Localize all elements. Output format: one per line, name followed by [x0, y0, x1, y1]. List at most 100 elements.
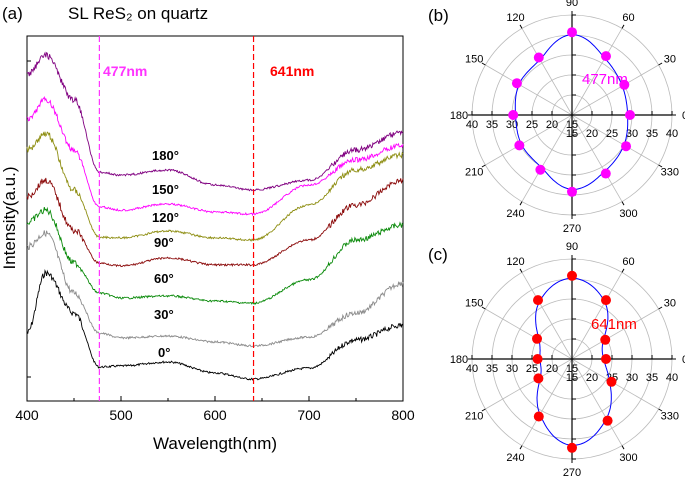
angle-spoke	[485, 308, 573, 360]
data-point-330	[606, 376, 617, 387]
r-tick-label: 35	[486, 363, 498, 375]
data-point-90	[567, 27, 577, 38]
angle-label: 30	[664, 298, 676, 310]
angle-label: 240	[506, 452, 524, 464]
data-point-30	[619, 79, 630, 90]
angle-spoke	[571, 114, 659, 166]
polar-annotation-477nm: 477nm	[582, 71, 628, 88]
angle-spoke	[571, 308, 659, 360]
angle-tick	[519, 201, 523, 206]
r-tick-label: 25	[526, 119, 538, 131]
x-axis-label: Wavelength(nm)	[153, 434, 277, 453]
angle-tick	[658, 306, 663, 310]
label-0deg: 0°	[158, 345, 170, 360]
r-tick-label: 40	[466, 119, 478, 131]
data-point-120	[533, 52, 544, 63]
angle-label: 120	[506, 12, 524, 24]
polar-annotation-641nm: 641nm	[591, 316, 637, 333]
angle-tick	[481, 62, 486, 66]
angle-spoke	[485, 64, 573, 116]
angle-label: 60	[622, 256, 634, 268]
r-tick-label: 20	[546, 363, 558, 375]
series-line-4	[26, 131, 404, 242]
angle-label: 240	[506, 208, 524, 220]
r-tick-label: 15	[566, 372, 578, 384]
annotation-641nm: 641nm	[270, 63, 314, 79]
r-tick-label: 15	[566, 119, 578, 131]
series-line-1	[26, 230, 404, 348]
angle-label: 90	[566, 241, 578, 253]
label-60deg: 60°	[154, 271, 174, 286]
r-tick-label: 25	[606, 128, 618, 140]
angle-label: 300	[619, 452, 637, 464]
data-point-180	[532, 354, 543, 364]
angle-spoke	[485, 114, 573, 166]
angle-tick	[621, 24, 625, 29]
r-tick-label: 35	[486, 119, 498, 131]
label-180deg: 180°	[152, 148, 179, 163]
angle-label: 0	[682, 110, 685, 122]
series-line-6	[26, 51, 404, 192]
angle-label: 330	[661, 167, 679, 179]
r-tick-label: 40	[666, 128, 678, 140]
data-point-150	[532, 333, 543, 344]
r-tick-label: 20	[546, 119, 558, 131]
angle-tick	[481, 408, 486, 412]
angle-label: 180	[450, 110, 468, 122]
x-tick-label: 400	[15, 407, 39, 423]
angle-tick	[481, 164, 486, 168]
label-90deg: 90°	[154, 235, 174, 250]
x-ticks: 400 500 600 700 800	[15, 60, 415, 423]
angle-tick	[519, 24, 523, 29]
angle-spoke	[571, 358, 623, 446]
data-point-60	[601, 295, 611, 306]
r-tick-label: 30	[506, 119, 518, 131]
angle-tick	[481, 306, 486, 310]
data-point-120	[533, 295, 543, 306]
series-lines	[26, 36, 404, 401]
r-tick-label: 25	[526, 363, 538, 375]
data-point-270	[567, 186, 577, 197]
data-point-210	[533, 373, 544, 384]
data-point-30	[600, 334, 611, 345]
r-tick-label: 30	[626, 372, 638, 384]
angle-tick	[519, 268, 523, 273]
data-point-240	[535, 164, 546, 175]
plot-frame	[26, 35, 404, 402]
angle-tick	[658, 62, 663, 66]
angle-label: 30	[664, 54, 676, 66]
angle-label: 180	[450, 354, 468, 366]
data-point-180	[508, 110, 519, 120]
angle-label: 0	[682, 354, 685, 366]
angle-label: 270	[563, 223, 581, 235]
angle-tick	[621, 445, 625, 450]
label-150deg: 150°	[152, 182, 179, 197]
r-tick-label: 15	[566, 128, 578, 140]
angle-label: 120	[506, 256, 524, 268]
spectra-panel: (a) SL ReS₂ on quartz 400 500 600 700 800 Wa…	[0, 4, 415, 453]
annotation-477nm: 477nm	[103, 63, 147, 79]
angle-label: 330	[661, 411, 679, 423]
r-tick-label: 40	[466, 363, 478, 375]
r-tick-label: 20	[586, 372, 598, 384]
panel-label-c: (c)	[428, 245, 448, 264]
angle-spoke	[571, 64, 659, 116]
angle-tick	[658, 408, 663, 412]
series-line-0	[26, 269, 404, 381]
angle-label: 150	[465, 298, 483, 310]
angle-tick	[658, 164, 663, 168]
x-tick-label: 700	[297, 407, 321, 423]
angle-label: 60	[622, 12, 634, 24]
data-point-0	[625, 110, 635, 120]
r-tick-label: 30	[506, 363, 518, 375]
panel-label-a: (a)	[2, 4, 23, 23]
label-30deg: 30°	[154, 307, 174, 322]
r-tick-label: 20	[586, 128, 598, 140]
angle-spoke	[521, 358, 573, 446]
data-point-330	[621, 141, 632, 152]
data-point-0	[601, 354, 611, 364]
